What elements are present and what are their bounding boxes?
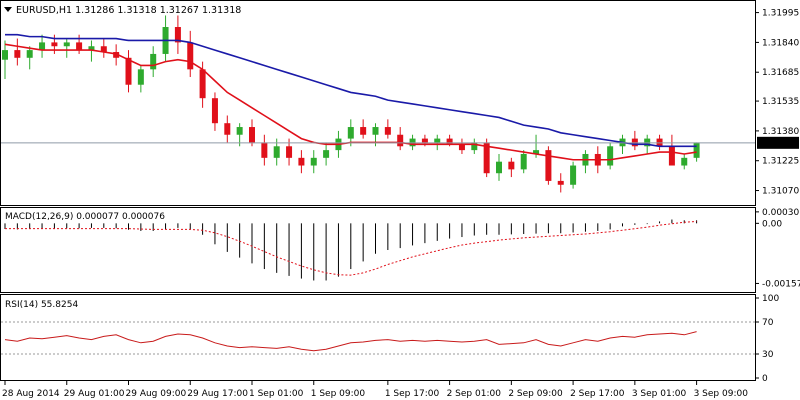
rsi-tick-label: 30 [762,350,774,360]
candle-body [236,127,243,135]
candle-body [76,42,83,51]
main-header-label: EURUSD,H1 1.31286 1.31318 1.31267 1.3131… [16,5,241,16]
candle-body [39,42,46,51]
candle-body [125,57,132,85]
candle-body [323,150,330,158]
price-tick-label: 1.31535 [762,97,799,107]
price-tick-label: 1.31380 [762,127,799,137]
time-tick-label: 2 Sep 09:00 [508,389,563,399]
ma-slow-line [5,33,697,148]
candle-body [508,161,515,170]
price-tick-label: 1.31685 [762,68,799,78]
time-tick-label: 1 Sep 17:00 [385,389,440,399]
time-tick-label: 28 Aug 2014 [2,389,60,399]
rsi-tick-label: 70 [762,318,774,328]
candle-body [372,127,379,135]
candle-body [533,150,540,154]
price-marker-bg [757,136,799,149]
candle-body [211,98,218,124]
candle-body [681,157,688,166]
candle-body [51,42,58,47]
candle-body [607,146,614,166]
candle-body [446,138,453,145]
candle-body [26,50,33,58]
time-tick-label: 29 Aug 09:00 [126,389,187,399]
main-header[interactable]: EURUSD,H1 1.31286 1.31318 1.31267 1.3131… [4,5,241,16]
candle-body [187,42,194,70]
candle-body [693,142,700,158]
time-tick-label: 3 Sep 01:00 [632,389,687,399]
candle-body [397,134,404,147]
candle-body [63,42,70,47]
candle-body [286,146,293,158]
candle-body [360,127,367,135]
candle-body [557,180,564,185]
candle-body [471,142,478,151]
price-tick-label: 1.31225 [762,157,799,167]
candle-body [224,123,231,135]
candle-body [483,142,490,174]
macd-pane-frame [0,207,756,293]
candle-body [545,150,552,181]
rsi-line [4,331,697,352]
candle-body [298,157,305,166]
macd-header-label: MACD(12,26,9) 0.000077 0.000076 [5,212,165,222]
candle-body [113,52,120,58]
candle-body [347,127,354,139]
candle-body [2,50,8,60]
candle-body [261,142,268,158]
candle-body [668,146,675,166]
price-axis: 1.31995 1.31840 1.31685 1.31535 1.31380 1.312… [755,9,799,197]
candle-body [199,69,206,99]
time-axis: 28 Aug 2014 29 Aug 01:00 29 Aug 09:00 29 Au… [2,381,748,399]
time-tick-label: 29 Aug 01:00 [64,389,125,399]
rsi-tick-label: 0 [762,374,768,384]
macd-axis: 0.0003010.00 -0.001578 [755,208,800,289]
time-tick-label: 1 Sep 01:00 [249,389,304,399]
candle-body [421,138,428,143]
candle-body [496,161,502,174]
candle-body [434,138,441,143]
candle-body [137,69,144,85]
rsi-pane-frame [0,294,756,381]
time-tick-label: 3 Sep 09:00 [694,389,749,399]
candle-body [88,46,95,51]
macd-signal-line [5,220,697,276]
candle-body [273,146,280,158]
rsi-axis: 100 70 30 0 [755,294,779,384]
triangle-down-icon[interactable] [4,7,12,12]
macd-tick-label: -0.001578 [762,279,800,289]
price-tick-label: 1.31840 [762,38,799,48]
time-tick-label: 29 Aug 17:00 [187,389,248,399]
candle-body [520,153,527,170]
candle-body [570,165,577,185]
candle-body [310,157,317,166]
price-tick-label: 1.31070 [762,187,799,197]
candle-body [458,144,465,151]
price-pane-frame [0,0,756,206]
rsi-header-label: RSI(14) 55.8254 [5,300,78,310]
candle-body [100,46,107,53]
candle-body [150,53,157,70]
candle-body [249,127,255,143]
time-tick-label: 2 Sep 17:00 [570,389,625,399]
rsi-tick-label: 100 [762,294,779,304]
macd-histogram [4,219,698,281]
candle-body [14,50,21,58]
time-tick-label: 2 Sep 01:00 [447,389,502,399]
price-tick-label: 1.31995 [762,9,799,19]
candle-body [174,27,181,43]
candle-body [384,127,391,135]
candles-layer [2,15,700,193]
time-tick-label: 1 Sep 09:00 [311,389,366,399]
price-marker: 1.31318 [757,136,799,149]
price-marker-label: 1.31318 [761,139,798,149]
macd-tick-label: 0.00 [762,219,782,229]
macd-tick-label: 0.000301 [762,208,800,218]
